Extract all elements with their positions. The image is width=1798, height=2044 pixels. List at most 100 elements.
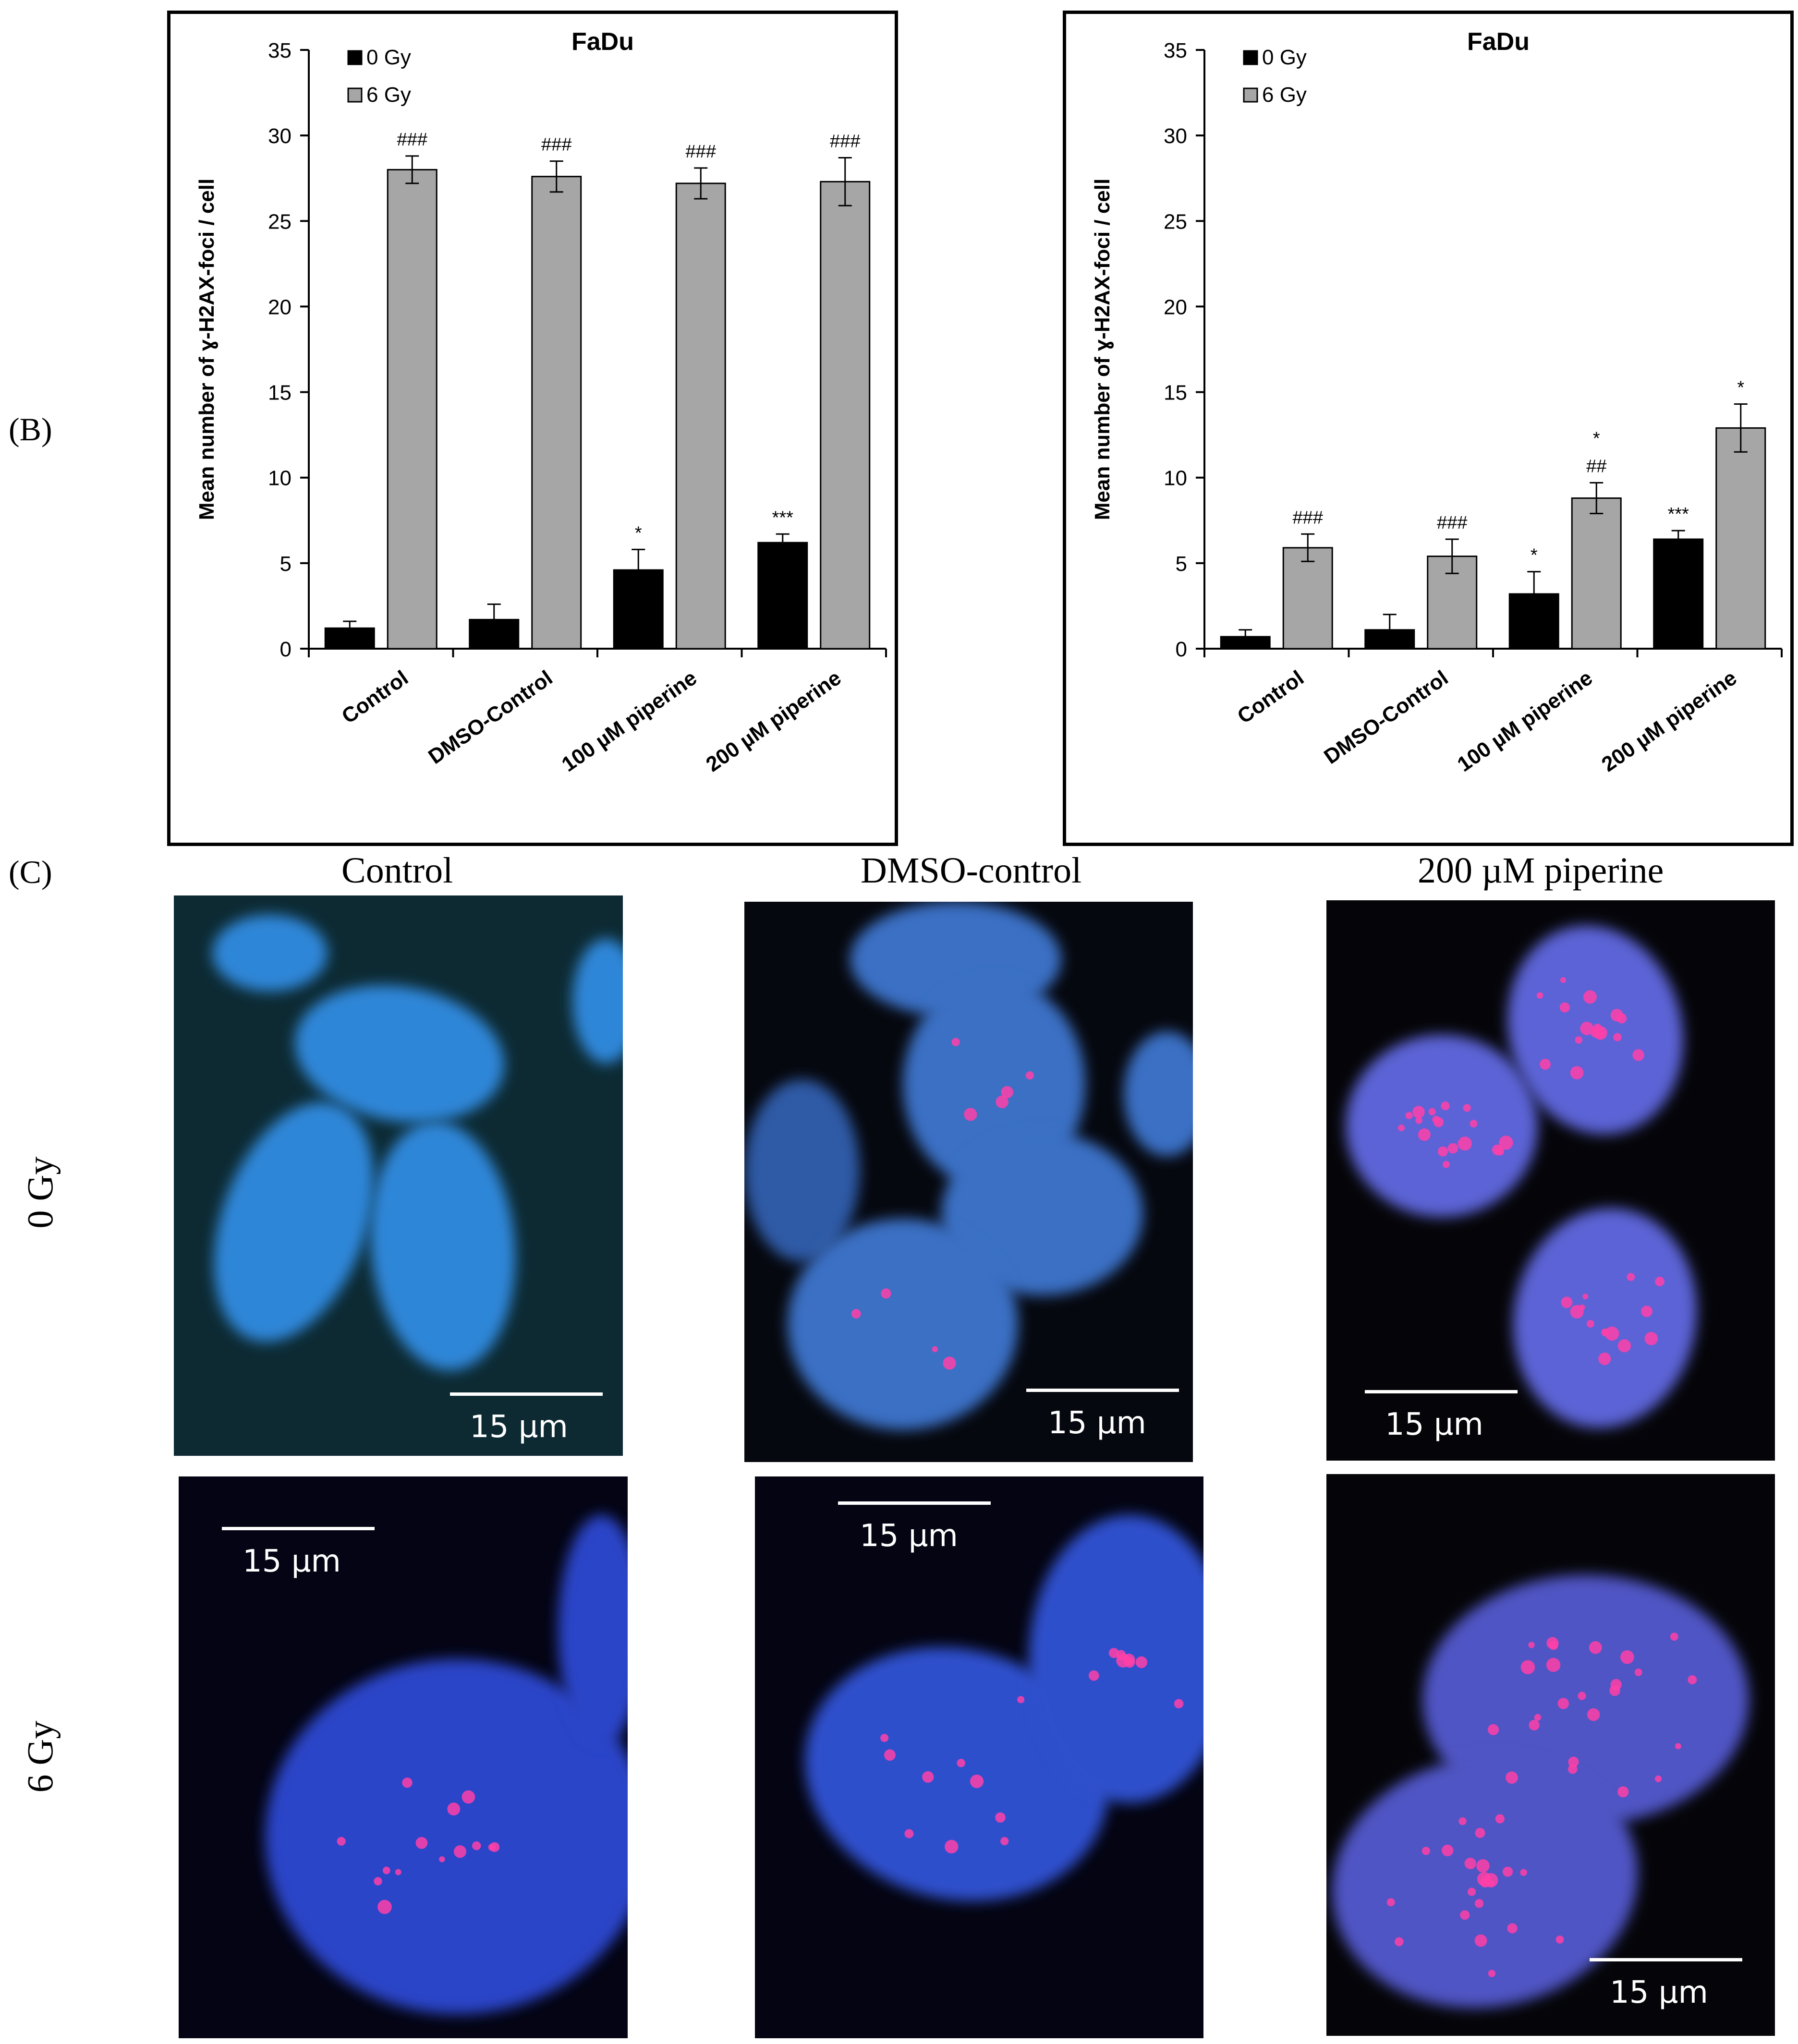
foci-spot — [1546, 1637, 1559, 1649]
significance-annotation: ### — [1437, 513, 1467, 533]
y-tick-label: 5 — [280, 552, 292, 576]
column-title-control: Control — [341, 850, 453, 891]
foci-spot — [462, 1790, 475, 1804]
chart-right: 0 5 10 15 20 25 30 35 * *** ### ### * ## * Control DMSO-… — [1063, 11, 1794, 846]
foci-spot — [1620, 1650, 1634, 1664]
category-label: 200 µM piperine — [1597, 666, 1741, 776]
foci-spot — [1593, 1024, 1602, 1033]
foci-spot — [1474, 1899, 1484, 1908]
foci-spot — [1443, 1161, 1450, 1168]
foci-spot — [1474, 1934, 1487, 1947]
foci-spot — [1561, 1296, 1573, 1308]
foci-spot — [1520, 1660, 1535, 1674]
significance-annotation: ### — [1293, 508, 1323, 528]
nucleus — [804, 1647, 1109, 1901]
foci-spot — [1000, 1837, 1009, 1846]
foci-spot — [1447, 1143, 1458, 1154]
significance-annotation: ### — [830, 131, 860, 151]
micrograph-image — [1346, 925, 1697, 1428]
foci-spot — [1604, 1326, 1619, 1341]
foci-spot — [1613, 1033, 1622, 1041]
micrograph-dmso-0gy — [744, 902, 1193, 1462]
foci-spot — [932, 1346, 938, 1353]
significance-annotation: ## — [1586, 456, 1606, 476]
foci-spot — [1617, 1339, 1631, 1353]
foci-spot — [1582, 1294, 1589, 1300]
legend-label: 6 Gy — [366, 83, 411, 107]
y-tick-label: 25 — [1164, 210, 1187, 233]
scale-bar-label-control-6gy: 15 µm — [243, 1544, 341, 1579]
foci-spot — [1616, 1013, 1627, 1024]
y-tick-label: 0 — [280, 638, 292, 661]
micrograph-control-6gy — [179, 1476, 628, 2038]
y-tick-label: 30 — [268, 124, 292, 148]
foci-spot — [904, 1829, 914, 1838]
foci-spot — [1634, 1669, 1642, 1676]
foci-spot — [377, 1899, 392, 1914]
foci-spot — [1458, 1817, 1467, 1826]
foci-spot — [1534, 1714, 1542, 1721]
category-label: Control — [338, 666, 413, 728]
y-tick-label: 20 — [1164, 295, 1187, 319]
chart-title: FaDu — [1467, 28, 1530, 56]
y-tick-label: 25 — [268, 210, 292, 233]
foci-spot — [1116, 1653, 1130, 1668]
foci-spot — [1557, 1698, 1569, 1709]
micrograph-image — [804, 1515, 1203, 1901]
legend-label: 0 Gy — [366, 46, 411, 69]
scale-bar-control-0gy — [450, 1392, 603, 1396]
foci-spot — [1421, 1847, 1431, 1855]
foci-spot — [1675, 1743, 1681, 1750]
foci-spot — [1528, 1642, 1535, 1648]
significance-annotation: * — [1737, 378, 1744, 398]
legend-swatch — [347, 50, 363, 65]
foci-spot — [1632, 1049, 1644, 1061]
nucleus — [1029, 1515, 1203, 1803]
significance-annotation: ### — [541, 135, 571, 155]
column-title-dmso-control: DMSO-control — [861, 850, 1082, 891]
foci-spot — [851, 1309, 861, 1319]
significance-annotation: * — [1531, 545, 1538, 566]
chart-left: 0 5 10 15 20 25 30 35 * *** ### ### ### ### Control DMS… — [167, 11, 898, 846]
foci-spot — [1578, 1692, 1586, 1700]
category-label: Control — [1233, 666, 1308, 728]
foci-spot — [1437, 1146, 1448, 1157]
foci-spot — [1587, 1708, 1600, 1721]
foci-spot — [1488, 1970, 1495, 1977]
foci-spot — [1428, 1108, 1436, 1115]
bar-6gy-2 — [675, 182, 726, 650]
foci-spot — [1464, 1858, 1476, 1870]
bar-6gy-3 — [820, 181, 871, 650]
foci-spot — [1688, 1675, 1697, 1684]
foci-spot — [1470, 1120, 1478, 1128]
foci-spot — [1088, 1670, 1099, 1681]
foci-spot — [472, 1841, 481, 1850]
foci-spot — [1025, 1071, 1034, 1080]
nucleus — [558, 1515, 628, 1745]
foci-spot — [1386, 1898, 1395, 1907]
foci-spot — [1441, 1844, 1454, 1857]
foci-spot — [1476, 1859, 1490, 1873]
micrograph-image — [744, 902, 1193, 1430]
foci-spot — [1567, 1764, 1578, 1774]
foci-spot — [1001, 1086, 1014, 1099]
foci-spot — [1405, 1112, 1413, 1119]
y-axis-label: Mean number of ɣ-H2AX-foci / cell — [1091, 179, 1114, 520]
y-tick-label: 35 — [1164, 39, 1187, 62]
foci-spot — [1568, 1756, 1579, 1767]
foci-spot — [1641, 1306, 1653, 1318]
y-tick-label: 10 — [1164, 467, 1187, 490]
bar-6gy-3 — [1715, 427, 1766, 650]
foci-spot — [1586, 1319, 1594, 1328]
foci-spot — [1499, 1136, 1513, 1150]
foci-spot — [1467, 1887, 1476, 1896]
significance-annotation: * — [635, 523, 642, 543]
foci-spot — [945, 1839, 959, 1854]
legend-swatch — [1243, 87, 1258, 103]
category-label: DMSO-Control — [1320, 666, 1452, 769]
foci-spot — [439, 1856, 445, 1863]
foci-spot — [1580, 1021, 1594, 1035]
foci-spot — [395, 1869, 401, 1875]
foci-spot — [1418, 1128, 1431, 1141]
